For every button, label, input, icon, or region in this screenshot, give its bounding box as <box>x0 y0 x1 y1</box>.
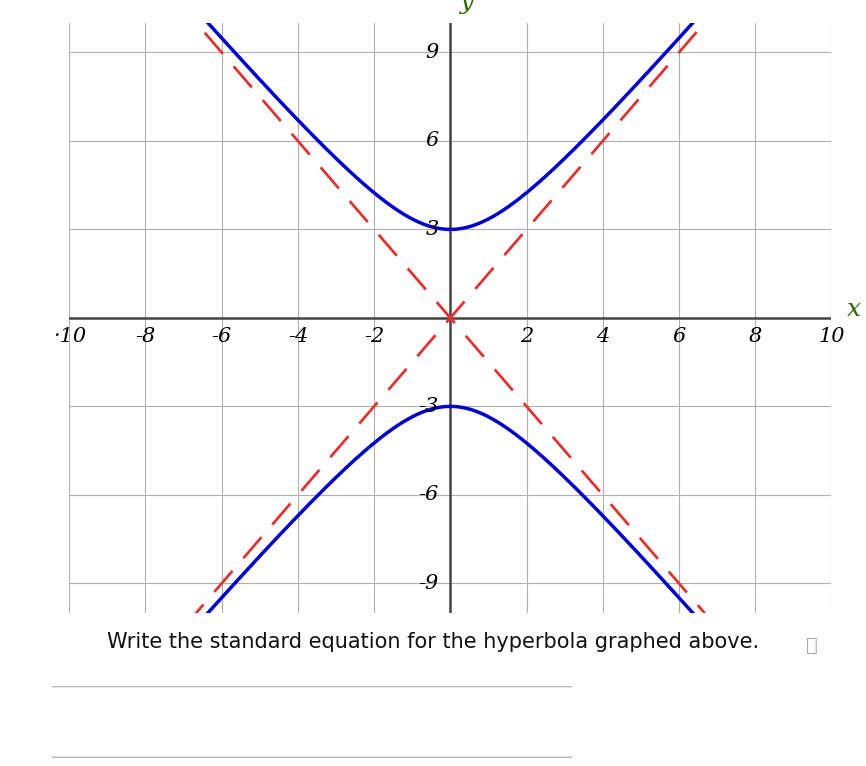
Text: -4: -4 <box>288 327 308 345</box>
Text: 6: 6 <box>672 327 686 345</box>
Text: 9: 9 <box>425 43 439 62</box>
Text: 8: 8 <box>748 327 762 345</box>
Text: -6: -6 <box>418 486 439 504</box>
Text: -6: -6 <box>211 327 232 345</box>
Text: 4: 4 <box>596 327 610 345</box>
Text: -2: -2 <box>364 327 385 345</box>
Text: 2: 2 <box>520 327 533 345</box>
Text: 10: 10 <box>818 327 844 345</box>
Text: ·10: ·10 <box>53 327 86 345</box>
Text: 3: 3 <box>425 220 439 239</box>
Text: Write the standard equation for the hyperbola graphed above.: Write the standard equation for the hype… <box>107 632 759 652</box>
Text: -3: -3 <box>418 397 439 416</box>
Text: y: y <box>460 0 474 14</box>
Text: 🔍: 🔍 <box>806 637 818 656</box>
Text: x: x <box>847 297 861 320</box>
FancyBboxPatch shape <box>36 686 587 758</box>
Text: -9: -9 <box>418 574 439 593</box>
Text: 6: 6 <box>425 132 439 150</box>
Text: -8: -8 <box>135 327 156 345</box>
